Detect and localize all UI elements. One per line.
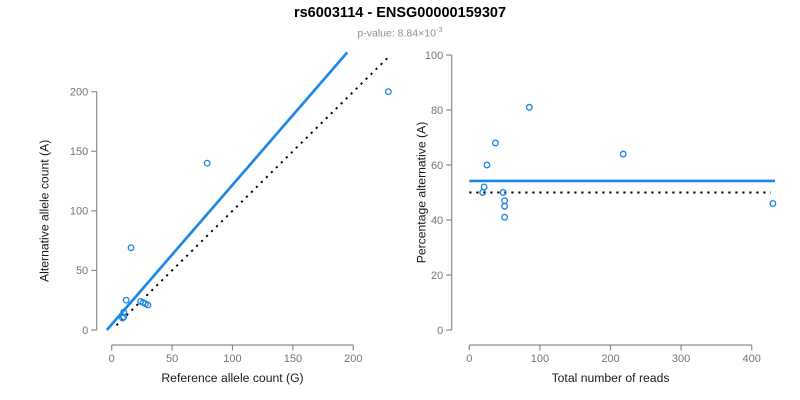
data-point <box>501 202 509 210</box>
y-tick-label: 50 <box>76 265 88 277</box>
y-tick-label: 100 <box>425 50 443 62</box>
y-tick-label: 200 <box>70 87 88 99</box>
pvalue-exponent: -3 <box>435 25 443 34</box>
x-tick-label: 400 <box>743 353 761 365</box>
x-tick-label: 100 <box>223 353 241 365</box>
figure-title: rs6003114 - ENSG00000159307 <box>293 5 507 21</box>
figure-subtitle: p-value: 8.84×10-3 <box>0 25 800 40</box>
y-tick-label: 20 <box>431 270 443 282</box>
data-point <box>501 213 509 221</box>
data-point <box>483 161 491 169</box>
right-scatter-panel: 0 20 40 60 80 100 0 100 200 300 400 Total number of… <box>415 50 777 385</box>
y-tick-label: 0 <box>82 325 88 337</box>
data-point <box>480 183 488 191</box>
y-tick-label: 80 <box>431 105 443 117</box>
identity-line <box>115 56 389 326</box>
y-tick-label: 60 <box>431 160 443 172</box>
x-tick-label: 100 <box>531 353 549 365</box>
x-tick-label: 50 <box>166 353 178 365</box>
data-point <box>769 200 777 207</box>
data-point <box>619 150 627 158</box>
data-point <box>122 296 130 304</box>
x-axis-title: Total number of reads <box>552 371 670 385</box>
data-point <box>501 197 509 205</box>
x-axis-title: Reference allele count (G) <box>161 371 303 385</box>
data-point <box>127 244 135 252</box>
x-tick-label: 150 <box>284 353 302 365</box>
y-tick-label: 100 <box>70 206 88 218</box>
x-tick-label: 200 <box>344 353 362 365</box>
left-scatter-panel: 0 50 100 150 200 0 50 100 150 200 Reference allele… <box>38 51 392 385</box>
data-point <box>491 139 499 147</box>
x-tick-label: 300 <box>672 353 690 365</box>
x-tick-label: 200 <box>601 353 619 365</box>
data-point <box>144 301 152 309</box>
data-point <box>499 189 507 196</box>
data-point <box>384 88 392 96</box>
data-point <box>120 313 128 321</box>
data-point <box>525 103 533 111</box>
data-point <box>203 159 211 167</box>
pvalue-text: p-value: 8.84×10 <box>357 27 436 40</box>
data-point <box>120 308 128 316</box>
y-axis-title: Alternative allele count (A) <box>38 140 52 282</box>
y-tick-label: 150 <box>70 146 88 158</box>
x-tick-label: 0 <box>109 353 115 365</box>
fit-line <box>105 51 349 331</box>
x-tick-label: 0 <box>466 353 472 365</box>
y-axis-title: Percentage alternative (A) <box>415 122 429 264</box>
y-tick-label: 0 <box>437 325 443 337</box>
y-tick-label: 40 <box>431 215 443 227</box>
